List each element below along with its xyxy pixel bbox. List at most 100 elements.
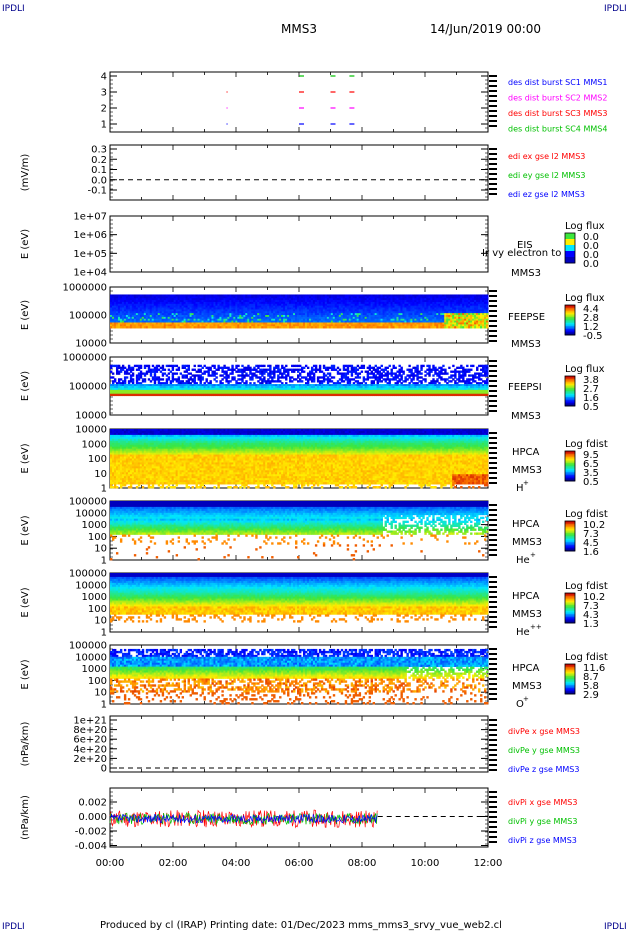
panel-5-right-tick-block — [489, 390, 497, 392]
panel-8-right-tick-block — [489, 601, 497, 603]
panel-5-y-axis-label: E (eV) — [20, 371, 31, 401]
panel-1-legend-2: des dist burst SC2 MMS2 — [508, 94, 607, 103]
panel-7-right-tick-block — [489, 524, 497, 526]
panel-6-right-tick-block — [489, 467, 497, 469]
spectrogram-cell — [178, 369, 180, 371]
panel-7-y-tick-label: 10000 — [75, 508, 107, 519]
panel-10-right-tick-block — [489, 759, 497, 761]
spectrogram-cell — [215, 380, 217, 382]
panel-4-right-tick-block — [489, 295, 497, 297]
panel-8-y-tick-label: 1 — [101, 628, 107, 639]
panel-5-right-tick-block — [489, 410, 497, 412]
panel-3-y-tick-label: 1e+06 — [73, 230, 107, 241]
panel-5-y-tick-label: 1000000 — [62, 353, 107, 364]
panel-7-y-tick-label: 100000 — [69, 497, 107, 508]
panel-5-right-tick-block — [489, 400, 497, 402]
panel-1-right-tick-block — [489, 100, 497, 102]
panel-9-right-tick-block — [489, 653, 497, 655]
panel-11-right-tick-block — [489, 841, 497, 843]
panel-4-right-tick-block — [489, 335, 497, 337]
panel-4-right-tick-block — [489, 340, 497, 342]
panel-6-right-tick-block — [489, 447, 497, 449]
panel-1-right-tick-block — [489, 125, 497, 127]
panel-4-y-tick-label: 100000 — [69, 311, 107, 322]
panel-2-right-tick-block — [489, 188, 497, 190]
panel-11-right-tick-block — [489, 806, 497, 808]
panel-8-right-tick-block — [489, 616, 497, 618]
panel-10-right-tick-block — [489, 764, 497, 766]
panel-3-y-tick-label: 1e+04 — [73, 268, 107, 279]
panel-7-right-tick-block — [489, 534, 497, 536]
spectrogram-cell — [176, 372, 178, 374]
panel-6-right-tick-block — [489, 452, 497, 454]
panel-11-y-tick-label: 0.002 — [78, 798, 107, 809]
panel-1-right-tick-block — [489, 115, 497, 117]
panel-9-y-tick-label: 1 — [101, 700, 107, 711]
panel-6-y-axis-label: E (eV) — [20, 443, 31, 473]
panel-5-right-tick-block — [489, 365, 497, 367]
panel-8-right-tick-block — [489, 621, 497, 623]
panel-6-y-tick-label: 1 — [101, 484, 107, 495]
panel-5-y-tick-label: 10000 — [75, 411, 107, 422]
panel-6-right-tick-block — [489, 457, 497, 459]
spectrogram-cell — [132, 369, 134, 371]
panel-9-right-tick-block — [489, 668, 497, 670]
panel-9-right-tick-block — [489, 693, 497, 695]
panel-8-right-tick-block — [489, 586, 497, 588]
panel-9-right-tick-block — [489, 678, 497, 680]
panel-10-right-tick-block — [489, 739, 497, 741]
spectrogram-cell — [202, 378, 204, 380]
panel-4-spectrogram — [110, 294, 488, 328]
panel-7-right-tick-block — [489, 539, 497, 541]
panel-2-right-tick-block — [489, 193, 497, 195]
panel-1-y-tick-label: 1 — [101, 120, 107, 131]
panel-1-y-tick-label: 3 — [101, 88, 107, 99]
panel-1-legend-1: des dist burst SC1 MMS1 — [508, 78, 607, 87]
panel-5-right-tick-block — [489, 375, 497, 377]
panel-8-y-tick-label: 100000 — [69, 569, 107, 580]
panel-1-right-tick-block — [489, 120, 497, 122]
panel-1-right-tick-block — [489, 95, 497, 97]
panel-7-y-axis-label: E (eV) — [20, 515, 31, 545]
spectrogram-cell — [132, 374, 134, 376]
panel-5-right-tick-block — [489, 385, 497, 387]
panel-2-legend-1: edi ex gse l2 MMS3 — [508, 152, 585, 161]
panel-6-right-tick-block — [489, 462, 497, 464]
panel-7-right-tick-block — [489, 514, 497, 516]
panel-9-right-tick-block — [489, 698, 497, 700]
panel-9-right-tick-block — [489, 673, 497, 675]
panel-7-right-tick-block — [489, 509, 497, 511]
spectrogram-cell — [126, 376, 128, 378]
panel-6-y-tick-label: 10000 — [75, 425, 107, 436]
panel-1-frame — [110, 72, 488, 132]
panel-10-right-tick-block — [489, 734, 497, 736]
panel-9-y-tick-label: 10000 — [75, 652, 107, 663]
panel-4-right-tick-block — [489, 290, 497, 292]
spectrogram-cell — [486, 326, 488, 328]
panel-2-right-tick-block — [489, 158, 497, 160]
panel-11-right-tick-block — [489, 816, 497, 818]
panel-5-right-tick-block — [489, 370, 497, 372]
panel-5-y-tick-label: 100000 — [69, 382, 107, 393]
spectrogram-cell — [112, 372, 114, 374]
panel-8-y-tick-label: 10 — [94, 616, 107, 627]
panel-5-right-tick-block — [489, 405, 497, 407]
panel-9-right-tick-block — [489, 688, 497, 690]
panel-10-right-tick-block — [489, 724, 497, 726]
panel-7-y-tick-label: 10 — [94, 544, 107, 555]
panel-7-right-tick-block — [489, 529, 497, 531]
panel-7-right-tick-block — [489, 554, 497, 556]
panel-6-right-tick-block — [489, 437, 497, 439]
panel-1-y-tick-label: 2 — [101, 104, 107, 115]
panel-2-y-tick-label: -0.1 — [87, 186, 107, 197]
panel-8-right-tick-block — [489, 591, 497, 593]
panel-10-right-tick-block — [489, 729, 497, 731]
panel-8-right-tick-block — [489, 596, 497, 598]
panel-2-y-axis-label: (mV/m) — [20, 154, 31, 192]
panel-4-right-tick-block — [489, 330, 497, 332]
panel-2-right-tick-block — [489, 168, 497, 170]
panel-9-y-tick-label: 100 — [88, 676, 107, 687]
panel-11-y-tick-label: -0.002 — [75, 827, 107, 838]
panel-7-y-tick-label: 1000 — [82, 520, 107, 531]
panel-10-y-axis-label: (nPa/km) — [20, 722, 31, 767]
